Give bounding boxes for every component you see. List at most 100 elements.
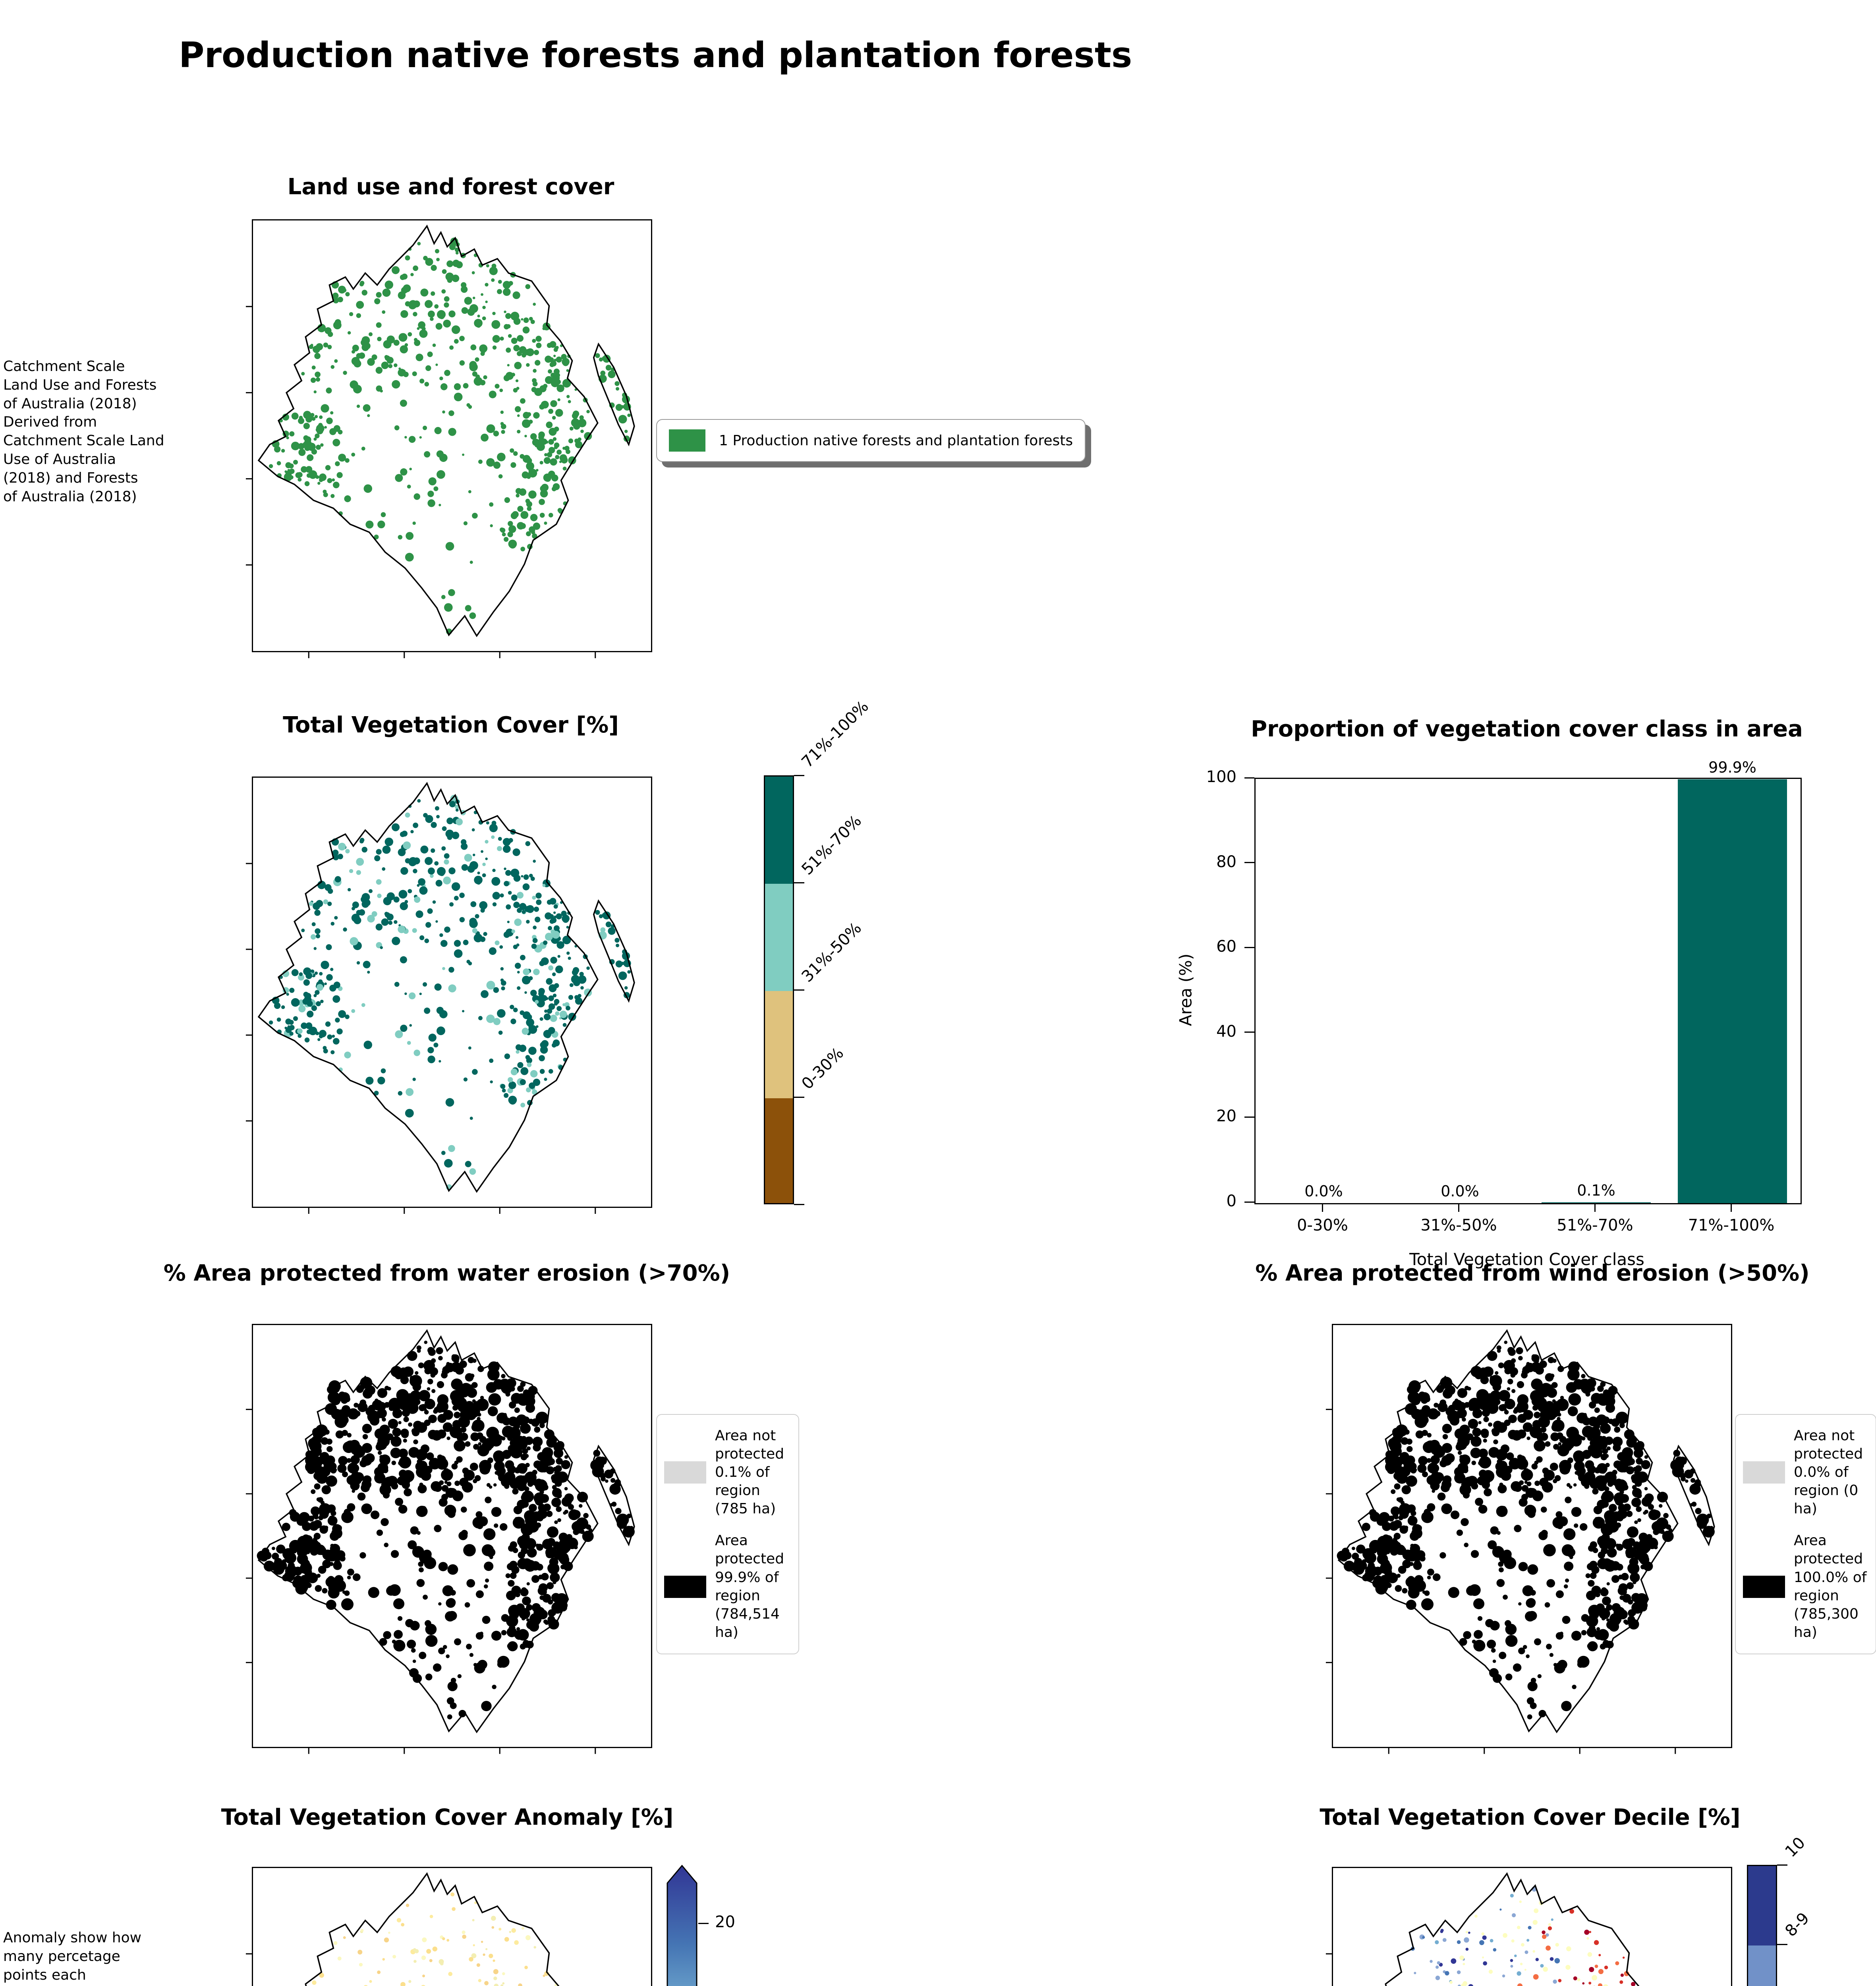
vegcover-map bbox=[245, 777, 652, 1214]
landuse-map-canvas bbox=[245, 224, 635, 659]
bar-value-label: 99.9% bbox=[1708, 759, 1756, 777]
catchment-outline bbox=[1337, 1329, 1679, 1733]
not-protected-swatch bbox=[664, 1461, 706, 1484]
decile-map-canvas bbox=[1325, 1872, 1640, 1986]
wind-legend-row-notprotected: Area not protected 0.0% of region (0 ha) bbox=[1743, 1427, 1868, 1518]
decile-colorbar bbox=[1747, 1865, 1777, 1986]
landuse-legend: 1 Production native forests and plantati… bbox=[656, 419, 1086, 462]
y-tick bbox=[1244, 1201, 1254, 1203]
catchment-outline bbox=[257, 224, 599, 638]
not-protected-swatch bbox=[1743, 1461, 1785, 1484]
vegcover-class-label: 71%-100% bbox=[798, 697, 872, 771]
y-tick-label: 80 bbox=[1216, 852, 1236, 871]
x-tick-label: 31%-50% bbox=[1420, 1216, 1497, 1234]
landuse-title: Land use and forest cover bbox=[287, 174, 614, 200]
anomaly-title: Total Vegetation Cover Anomaly [%] bbox=[221, 1804, 674, 1830]
wind-title: % Area protected from wind erosion (>50%… bbox=[1255, 1260, 1810, 1286]
wind-map-canvas bbox=[1325, 1329, 1715, 1754]
x-tick bbox=[1731, 1203, 1732, 1212]
decile-class-10 bbox=[1748, 1866, 1776, 1945]
water-map-canvas bbox=[245, 1329, 635, 1754]
coastal-strip-outline bbox=[1673, 1444, 1715, 1547]
forest-legend-swatch bbox=[669, 429, 705, 452]
bar-value-label: 0.0% bbox=[1304, 1182, 1343, 1200]
catchment-outline bbox=[305, 1872, 560, 1986]
proportion-bar-chart: 0.0% 0.0% 0.1% 99.9% bbox=[1254, 759, 1802, 1204]
decile-title: Total Vegetation Cover Decile [%] bbox=[1320, 1804, 1741, 1830]
anomaly-cbar-tick bbox=[698, 1922, 709, 1924]
catchment-outline bbox=[257, 1329, 599, 1733]
catchment-outline bbox=[257, 782, 599, 1193]
x-tick bbox=[1594, 1203, 1596, 1212]
water-title: % Area protected from water erosion (>70… bbox=[163, 1260, 730, 1286]
bar-value-label: 0.1% bbox=[1577, 1182, 1615, 1199]
forest-legend-label: 1 Production native forests and plantati… bbox=[719, 432, 1073, 449]
x-axis-label: Total Vegetation Cover class bbox=[1409, 1250, 1644, 1269]
wind-legend-row-protected: Area protected 100.0% of region (785,300… bbox=[1743, 1532, 1868, 1641]
protected-swatch bbox=[1743, 1575, 1785, 1598]
y-tick-label: 20 bbox=[1216, 1107, 1236, 1126]
y-tick-label: 60 bbox=[1216, 937, 1236, 956]
vegcover-class-label: 51%-70% bbox=[798, 811, 865, 879]
decile-class-label: 10 bbox=[1781, 1833, 1809, 1861]
not-protected-label: Area not protected 0.0% of region (0 ha) bbox=[1794, 1428, 1863, 1517]
y-tick-label: 40 bbox=[1216, 1022, 1236, 1041]
decile-cbar-tick bbox=[1777, 1943, 1787, 1945]
bar-71%-100% bbox=[1678, 779, 1787, 1203]
catchment-outline bbox=[1385, 1872, 1640, 1986]
cbar-tick bbox=[794, 1096, 804, 1098]
landuse-note: Catchment Scale Land Use and Forests of … bbox=[3, 358, 164, 505]
landuse-map bbox=[245, 219, 652, 659]
y-tick-label: 100 bbox=[1206, 768, 1236, 786]
x-tick-label: 0-30% bbox=[1297, 1216, 1348, 1234]
y-tick bbox=[1244, 777, 1254, 779]
anomaly-map-canvas bbox=[245, 1872, 560, 1986]
cbar-tick bbox=[794, 775, 804, 776]
bar-value-label: 0.0% bbox=[1441, 1182, 1479, 1200]
coastal-strip-outline bbox=[593, 899, 635, 1003]
not-protected-label: Area not protected 0.1% of region (785 h… bbox=[715, 1428, 784, 1517]
y-tick bbox=[1244, 1116, 1254, 1118]
vegcover-class-51%-70% bbox=[765, 884, 793, 991]
anomaly-note: Anomaly show how many percetage points e… bbox=[3, 1930, 142, 1986]
water-legend: Area not protected 0.1% of region (785 h… bbox=[656, 1414, 799, 1654]
bar-51%-70% bbox=[1542, 1202, 1651, 1203]
protected-label: Area protected 100.0% of region (785,300… bbox=[1794, 1532, 1867, 1640]
x-tick-label: 51%-70% bbox=[1557, 1216, 1633, 1234]
wind-map bbox=[1325, 1324, 1732, 1754]
protected-swatch bbox=[664, 1575, 706, 1598]
decile-map bbox=[1325, 1867, 1732, 1986]
coastal-strip-outline bbox=[593, 342, 635, 446]
vegcover-class-label: 31%-50% bbox=[798, 919, 865, 986]
vegcover-map-canvas bbox=[245, 782, 635, 1214]
protected-label: Area protected 99.9% of region (784,514 … bbox=[715, 1532, 784, 1640]
anomaly-map bbox=[245, 1867, 652, 1986]
vegcover-class-0-30% bbox=[765, 1098, 793, 1203]
figure-title: Production native forests and plantation… bbox=[179, 34, 1132, 75]
proportion-title: Proportion of vegetation cover class in … bbox=[1251, 716, 1803, 742]
x-tick-label: 71%-100% bbox=[1688, 1216, 1775, 1234]
vegcover-class-31%-50% bbox=[765, 991, 793, 1098]
x-tick bbox=[1458, 1203, 1459, 1212]
y-tick bbox=[1244, 1032, 1254, 1033]
coastal-strip-outline bbox=[593, 1444, 635, 1547]
cbar-tick bbox=[794, 1204, 804, 1205]
anomaly-tick-label: 20 bbox=[715, 1913, 735, 1931]
water-legend-row-protected: Area protected 99.9% of region (784,514 … bbox=[664, 1532, 791, 1641]
x-tick bbox=[1322, 1203, 1323, 1212]
vegcover-colorbar bbox=[764, 775, 794, 1204]
anomaly-colorbar bbox=[667, 1865, 697, 1986]
y-tick bbox=[1244, 947, 1254, 948]
y-tick-label: 0 bbox=[1226, 1192, 1236, 1210]
cbar-tick bbox=[794, 882, 804, 883]
y-axis-label: Area (%) bbox=[1176, 953, 1196, 1026]
vegcover-class-71%-100% bbox=[765, 777, 793, 884]
decile-class-label: 8-9 bbox=[1781, 1909, 1813, 1940]
y-tick bbox=[1244, 862, 1254, 864]
water-map bbox=[245, 1324, 652, 1754]
decile-class-8-9 bbox=[1748, 1945, 1776, 1986]
vegcover-class-label: 0-30% bbox=[798, 1044, 848, 1093]
decile-cbar-tick bbox=[1777, 1864, 1787, 1866]
vegcover-title: Total Vegetation Cover [%] bbox=[283, 712, 619, 738]
